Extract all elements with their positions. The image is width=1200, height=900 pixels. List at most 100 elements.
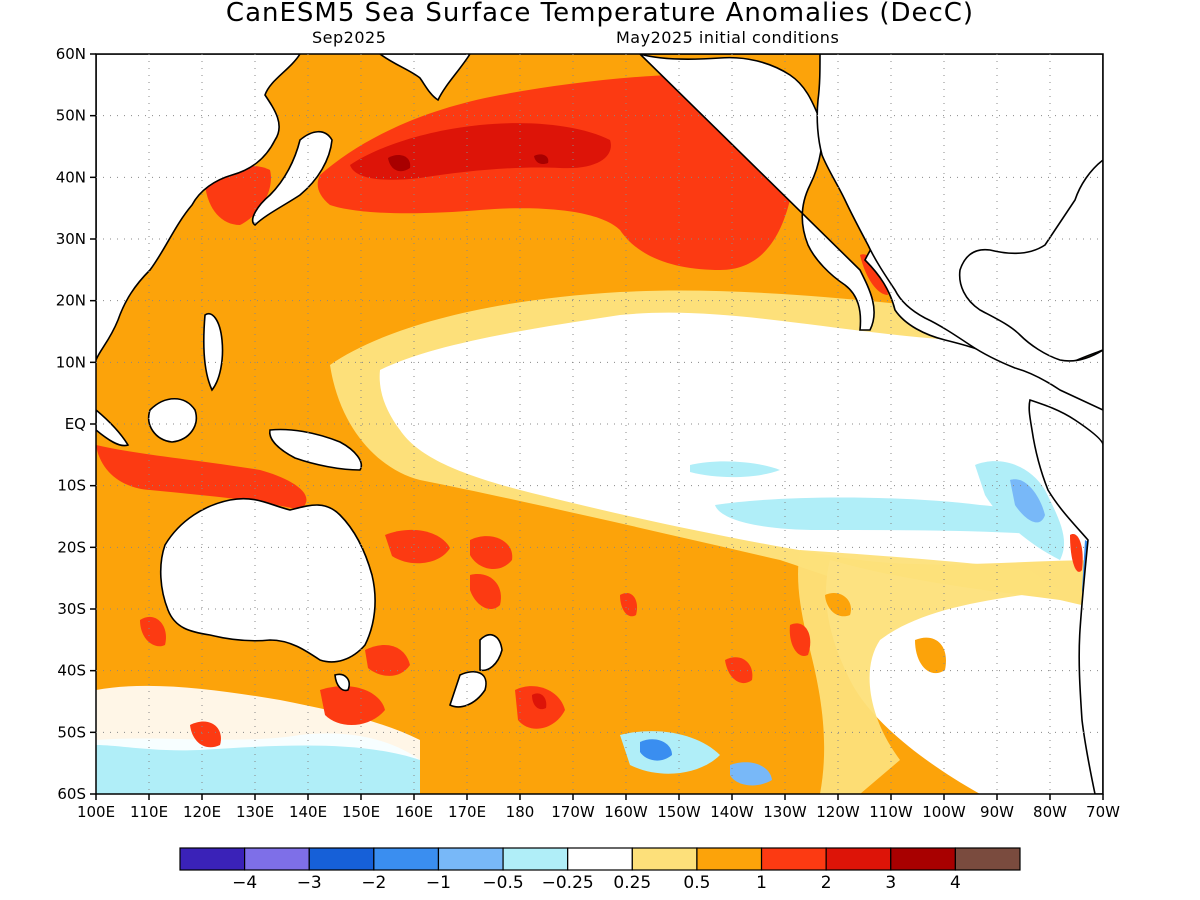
colorbar-label: 0.5	[683, 873, 710, 893]
field-weak-warm-south	[798, 550, 1060, 794]
colorbar-swatch	[890, 847, 956, 871]
colorbar-label: 0.25	[613, 873, 651, 893]
lon-label: 160E	[395, 803, 433, 821]
field-extreme-warm	[388, 155, 411, 172]
land-tasmania	[334, 673, 350, 692]
land-north-america	[816, 54, 1103, 411]
colorbar-label: −1	[426, 873, 451, 893]
lon-label: 90W	[980, 803, 1014, 821]
field-extreme-warm-2	[534, 154, 549, 165]
colorbar: −4 −3 −2 −1 −0.5 −0.25 0.25 0.5 1 2 3 4	[179, 847, 1021, 893]
field-cool-spot	[640, 739, 672, 761]
field-strong-warm-chile	[1070, 534, 1083, 572]
lon-label: 80W	[1033, 803, 1067, 821]
field-cool-peru-core	[1010, 479, 1045, 523]
lon-label: 120W	[816, 803, 860, 821]
colorbar-swatch	[244, 847, 310, 871]
field-strong-warm-s1	[320, 686, 385, 726]
lon-label: 150W	[657, 803, 701, 821]
lat-label: 40S	[57, 662, 86, 680]
land-nz-south	[449, 671, 487, 708]
colorbar-label: −0.25	[542, 873, 594, 893]
colorbar-swatch	[825, 847, 892, 871]
land-australia	[159, 497, 376, 663]
land-asia	[96, 54, 301, 361]
lon-label: 130W	[763, 803, 807, 821]
field-strong-warm-mid3	[620, 592, 638, 617]
lat-label: EQ	[65, 415, 86, 433]
field-cool-east	[715, 497, 1053, 535]
valid-month-label: Sep2025	[312, 28, 387, 47]
latitude-labels: 60N 50N 40N 30N 20N 10N EQ 10S 20S 30S 40S 50S 60S	[56, 45, 96, 803]
field-strong-warm-indonesia	[96, 445, 307, 510]
lat-label: 20S	[57, 538, 86, 556]
land-south-america	[1028, 398, 1103, 794]
lat-label: 50S	[57, 723, 86, 741]
colorbar-label: −0.5	[482, 873, 523, 893]
colorbar-label: −4	[232, 873, 257, 893]
lon-label: 110W	[869, 803, 913, 821]
lon-label: 140W	[710, 803, 754, 821]
colorbar-label: 4	[950, 873, 961, 893]
lon-label: 130E	[236, 803, 274, 821]
land-sumatra	[96, 408, 130, 447]
lat-label: 30N	[56, 230, 86, 248]
colorbar-label: 1	[756, 873, 767, 893]
land-masses	[96, 54, 1103, 794]
field-weak-warm-spot2	[825, 592, 851, 617]
colorbar-swatch	[308, 847, 375, 871]
lon-label: 180	[506, 803, 535, 821]
colorbar-swatch	[696, 847, 763, 871]
field-cool-equator-west	[690, 461, 780, 478]
field-strong-warm-sp3	[470, 574, 501, 610]
colorbar-swatch	[373, 847, 440, 871]
colorbar-label: 2	[821, 873, 832, 893]
field-cool-spot-2	[730, 762, 772, 786]
colorbar-label: −2	[361, 873, 386, 893]
longitude-labels: 100E 110E 120E 130E 140E 150E 160E 170E 180 170W 1…	[77, 794, 1120, 821]
lon-label: 170E	[448, 803, 486, 821]
field-strong-warm-mid2	[789, 623, 811, 656]
field-weak-warm-spot1	[915, 637, 946, 674]
colorbar-swatch	[760, 847, 827, 871]
lat-label: 20N	[56, 292, 86, 310]
lat-label: 10N	[56, 353, 86, 371]
colorbar-swatch	[179, 847, 246, 871]
lat-label: 10S	[57, 477, 86, 495]
land-philippines	[203, 313, 224, 392]
field-strong-warm-sp2	[470, 536, 513, 570]
graticule	[96, 54, 1103, 794]
colorbar-label: 3	[885, 873, 896, 893]
colorbar-swatch	[567, 847, 633, 871]
field-strong-warm-tasman	[365, 645, 410, 676]
initial-conditions-label: May2025 initial conditions	[616, 28, 840, 47]
lon-label: 110E	[130, 803, 168, 821]
field-strong-warm-aus-sw	[140, 616, 166, 647]
land-new-guinea	[269, 428, 362, 471]
colorbar-swatch	[631, 847, 698, 871]
land-japan	[251, 130, 333, 227]
lat-label: 40N	[56, 168, 86, 186]
colorbar-label: −3	[297, 873, 322, 893]
field-very-strong-warm-nz	[532, 693, 547, 710]
map-title: CanESM5 Sea Surface Temperature Anomalie…	[225, 0, 975, 28]
colorbar-swatch	[954, 847, 1021, 871]
lon-label: 120E	[183, 803, 221, 821]
field-strong-warm-california	[860, 254, 888, 295]
field-very-strong-warm	[350, 123, 611, 180]
lon-label: 70W	[1086, 803, 1120, 821]
land-kamchatka	[378, 54, 471, 102]
field-strong-warm-nepacific	[317, 73, 794, 271]
field-neutral-sw	[96, 685, 420, 760]
lon-label: 140E	[289, 803, 327, 821]
lon-label: 100E	[77, 803, 115, 821]
lon-label: 160W	[604, 803, 648, 821]
lon-label: 100W	[922, 803, 966, 821]
lon-label: 150E	[342, 803, 380, 821]
lat-label: 60N	[56, 45, 86, 63]
land-borneo	[148, 397, 197, 443]
field-strong-warm-aus-s	[190, 721, 221, 748]
field-strong-warm-sp1	[385, 529, 450, 564]
colorbar-swatch	[502, 847, 569, 871]
